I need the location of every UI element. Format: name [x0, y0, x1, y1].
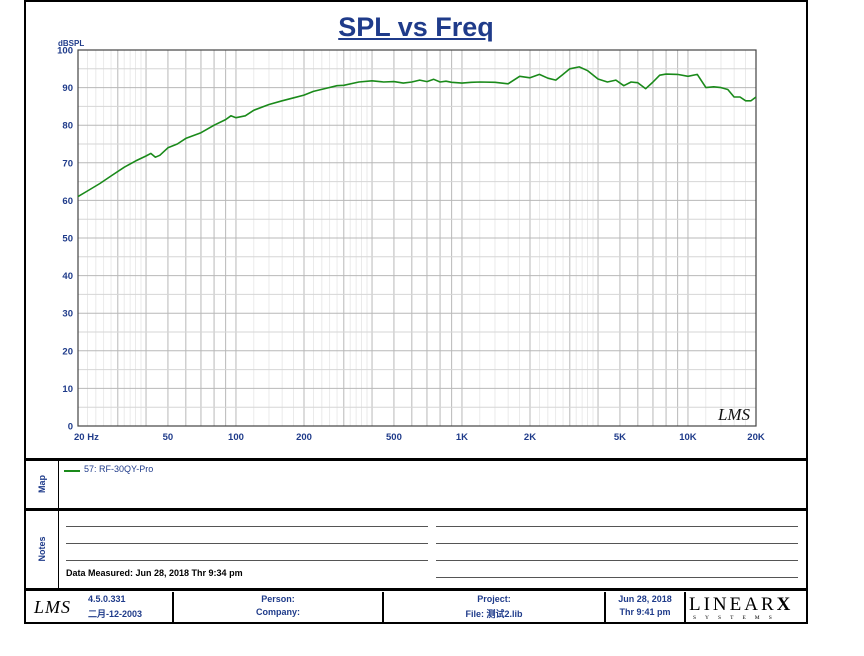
footer-date-cell: Jun 28, 2018 Thr 9:41 pm: [606, 592, 686, 622]
notes-label: Notes: [37, 536, 47, 562]
y-tick-label: 30: [62, 309, 73, 320]
lms-logo: LMS: [34, 597, 72, 617]
brand-word: LINEAR: [689, 594, 777, 615]
version-number: 4.5.0.331: [88, 594, 126, 604]
y-tick-label: 40: [62, 271, 73, 282]
footer-date: Jun 28, 2018: [618, 594, 672, 604]
x-tick-label: 100: [228, 432, 244, 443]
y-tick-label: 10: [62, 384, 73, 395]
legend-entry: 57: RF-30QY-Pro: [84, 464, 154, 474]
y-tick-label: 70: [62, 158, 73, 169]
company-label: Company:: [255, 607, 300, 617]
date-measured: Data Measured: Jun 28, 2018 Thr 9:34 pm: [66, 568, 243, 578]
x-tick-label: 1K: [456, 432, 468, 443]
version-date: 二月-12-2003: [88, 609, 143, 619]
divider-chart-map: [26, 458, 806, 461]
y-tick-label: 80: [62, 121, 73, 132]
x-tick-label: 500: [386, 432, 402, 443]
footer-person-cell: Person: Company:: [174, 592, 384, 622]
divider-map-notes: [26, 508, 806, 511]
x-tick-label: 50: [163, 432, 174, 443]
y-tick-label: 100: [57, 46, 73, 57]
note-line: [66, 543, 428, 544]
note-line: [66, 560, 428, 561]
x-tick-label: 20K: [747, 432, 765, 443]
note-line: [436, 577, 798, 578]
spl-curve: [77, 66, 757, 198]
x-tick-label: 10K: [679, 432, 697, 443]
report-sheet: SPL vs Freq 0 10 20 30 40 50 60 70 80 90 100 dBSPL 2…: [24, 0, 808, 624]
footer-version-cell: LMS 4.5.0.331 二月-12-2003: [26, 592, 174, 622]
note-line: [66, 526, 428, 527]
x-tick-label: 5K: [614, 432, 626, 443]
legend-swatch: [64, 470, 80, 472]
project-label: Project:: [477, 594, 511, 604]
person-label: Person:: [261, 594, 295, 604]
footer-time: Thr 9:41 pm: [619, 607, 671, 617]
brand-x: X: [776, 594, 794, 615]
x-tick-label: 200: [296, 432, 312, 443]
lms-watermark: LMS: [717, 405, 751, 424]
linearx-logo: LINEARX: [689, 594, 793, 616]
plot-frame: [77, 49, 757, 427]
footer-project-cell: Project: File: 测试2.lib: [384, 592, 606, 622]
chart-title: SPL vs Freq: [338, 12, 494, 42]
y-tick-label: 20: [62, 346, 73, 357]
y-tick-label: 50: [62, 234, 73, 245]
map-label: Map: [37, 475, 47, 493]
note-line: [436, 543, 798, 544]
y-tick-label: 60: [62, 196, 73, 207]
x-tick-label: 20 Hz: [74, 432, 99, 443]
note-line: [436, 560, 798, 561]
divider-notes-footer: [26, 588, 806, 591]
notes-band: Notes: [26, 510, 59, 588]
systems-word: SYSTEMS: [693, 615, 781, 621]
x-tick-label: 2K: [524, 432, 536, 443]
note-line: [436, 526, 798, 527]
y-tick-label: 0: [68, 422, 73, 433]
y-axis-label: dBSPL: [58, 39, 84, 48]
y-tick-label: 90: [62, 83, 73, 94]
map-band: Map: [26, 460, 59, 508]
file-label: File: 测试2.lib: [465, 609, 523, 619]
